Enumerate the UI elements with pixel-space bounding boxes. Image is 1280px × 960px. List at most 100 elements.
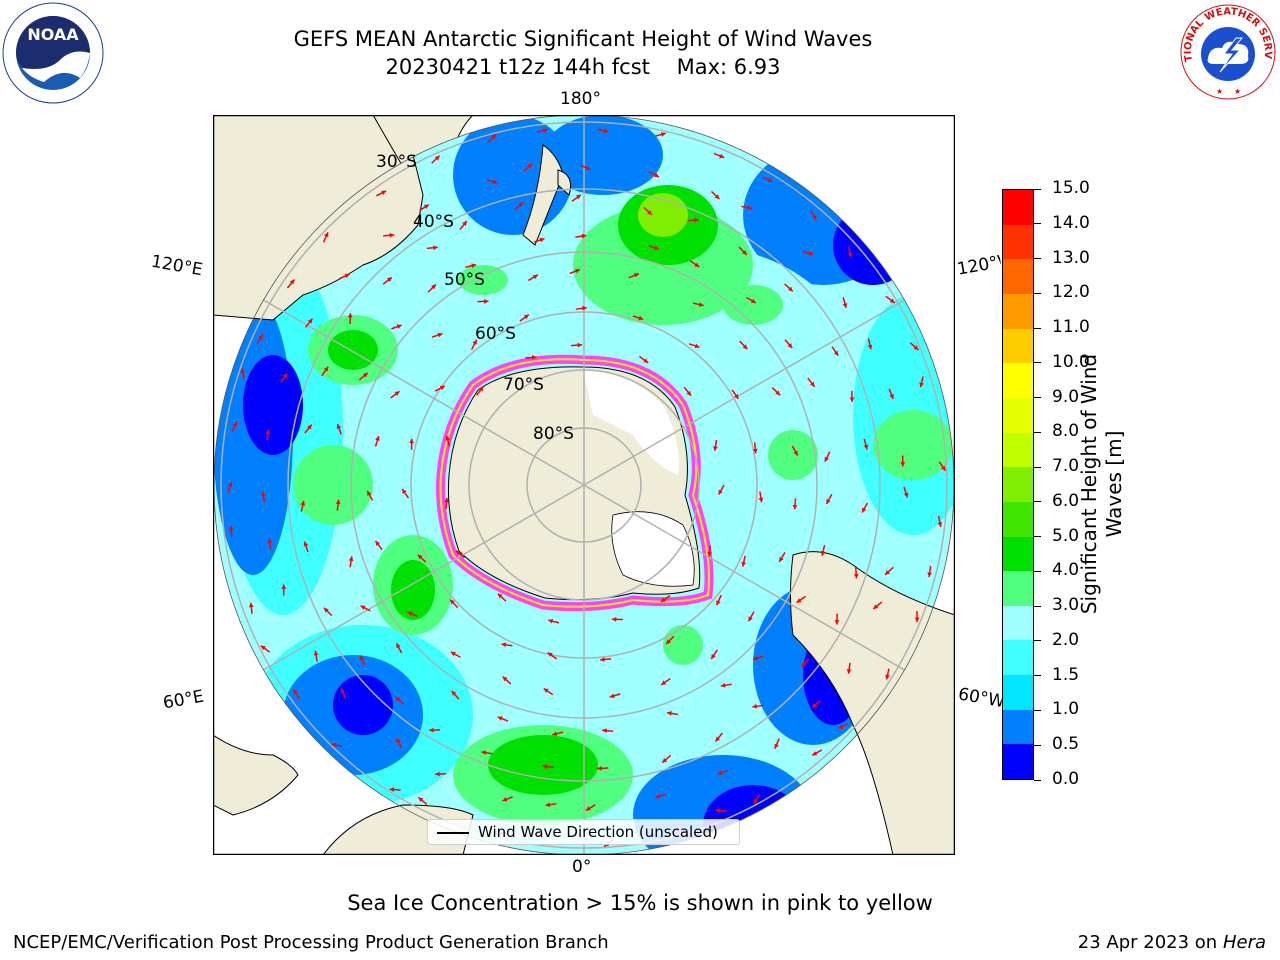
colorbar-segment [1003,605,1033,641]
wave-arrow-head [548,618,554,624]
colorbar-segment [1003,224,1033,260]
wave-arrow-head [324,232,329,238]
wave-arrow-head [323,607,329,613]
colorbar-segment [1003,190,1033,225]
colorbar-tick-mark [1034,640,1041,642]
chart-subtitle: 20230421 t12z 144h fcst Max: 6.93 [385,55,781,79]
wave-arrow-head [808,251,814,256]
wave-arrow-head [542,764,548,770]
colorbar-tick-label: 5.0 [1052,525,1080,546]
wave-arrow-head [834,620,840,625]
wave-arrow-head [742,344,748,350]
wave-arrow-head [694,217,699,223]
wave-arrow-head [471,263,477,269]
colorbar-tick-label: 6.0 [1052,490,1080,511]
wave-arrow-head [661,680,667,685]
wave-arrow-head [603,128,609,134]
wave-arrow-head [927,572,933,577]
wave-arrow-head [820,550,826,556]
wave-arrow-head [919,382,924,388]
wave-arrow-head [748,616,753,622]
wave-arrow-head [660,597,666,602]
wave-arrow-head [842,303,848,308]
wave-arrow-head [611,616,617,622]
colorbar [1002,189,1034,780]
wave-arrow-head [402,489,407,495]
colorbar-tick-label: 9.0 [1052,386,1080,407]
wave-arrow-head [502,676,508,682]
colorbar-tick-mark [1034,466,1041,468]
wave-arrow-head [714,194,720,200]
wave-arrow-head [863,444,869,450]
wave-arrow-head [647,210,652,215]
wave-arrow-head [527,163,533,169]
wave-arrow-head [360,605,366,610]
wave-arrow-head [752,703,758,709]
wave-arrow-head [753,798,759,804]
wave-arrow-head [340,688,346,694]
wave-arrow-head [667,711,672,716]
wave-arrow-head [362,372,368,378]
wave-arrow-head [849,397,855,402]
wave-arrow-head [720,682,726,688]
wave-arrow-head [547,652,553,658]
wave-arrow-head [532,274,538,280]
colorbar-tick-mark [1034,327,1041,329]
colorbar-tick-mark [1034,258,1041,260]
colorbar-segment [1003,501,1033,537]
wave-arrow-head [265,429,271,435]
colorbar-tick-label: 0.0 [1052,769,1080,789]
footer-left: NCEP/EMC/Verification Post Processing Pr… [13,932,609,953]
wave-arrow-head [501,642,507,648]
wave-arrow-head [873,604,879,609]
wave-arrow-head [240,368,246,374]
noaa-logo: NOAA [2,2,104,104]
sea-ice-caption: Sea Ice Concentration > 15% is shown in … [347,891,933,915]
wave-arrow-head [792,504,798,510]
colorbar-segment [1003,363,1033,398]
wave-arrow-head [335,499,341,505]
wave-arrow-head [531,355,537,360]
colorbar-tick-label: 4.0 [1052,560,1080,581]
wave-arrow-head [303,541,309,547]
wave-arrow-head [552,731,558,737]
wave-arrow-head [429,727,434,733]
wave-arrow-head [914,617,920,622]
legend-line-swatch [437,832,469,834]
wave-arrow-head [750,298,756,303]
colorbar-tick-label: 1.0 [1052,699,1080,720]
wave-arrow-head [698,302,704,307]
wave-arrow-head [853,573,859,579]
wave-arrow-head [686,390,692,396]
lat-label-50s: 50°S [444,270,485,290]
wave-arrow-head [787,286,793,292]
colorbar-tick-label: 2.0 [1052,629,1080,650]
wave-arrow-head [758,497,764,503]
wave-arrow-head [885,570,890,575]
noaa-logo-text: NOAA [27,25,79,44]
wave-arrow-head [660,132,666,137]
wave-arrow-head [313,650,319,656]
wave-arrow-head [450,599,455,605]
colorbar-segment [1003,432,1033,468]
wave-arrow-head [300,500,306,506]
wave-arrow-head [445,435,451,441]
wave-arrow-head [694,343,700,349]
colorbar-tick-mark [1034,675,1041,677]
wave-arrow-head [394,391,400,396]
wave-arrow-head [862,507,867,513]
wave-arrow-head [323,366,329,372]
wave-arrow-head [715,736,721,742]
wave-arrow-head [282,373,287,379]
colorbar-segment [1003,467,1033,502]
wave-arrow-head [232,421,237,427]
colorbar-tick-label: 10.0 [1052,351,1090,372]
colorbar-tick-mark [1034,362,1041,364]
wave-arrow-head [575,268,581,274]
wave-arrow-head [497,716,503,721]
wave-arrow-head [575,194,581,200]
wave-arrow-head [281,584,287,589]
wave-arrow-head [774,743,779,749]
wave-arrow-head [775,390,781,396]
svg-text:★: ★ [1216,87,1223,96]
